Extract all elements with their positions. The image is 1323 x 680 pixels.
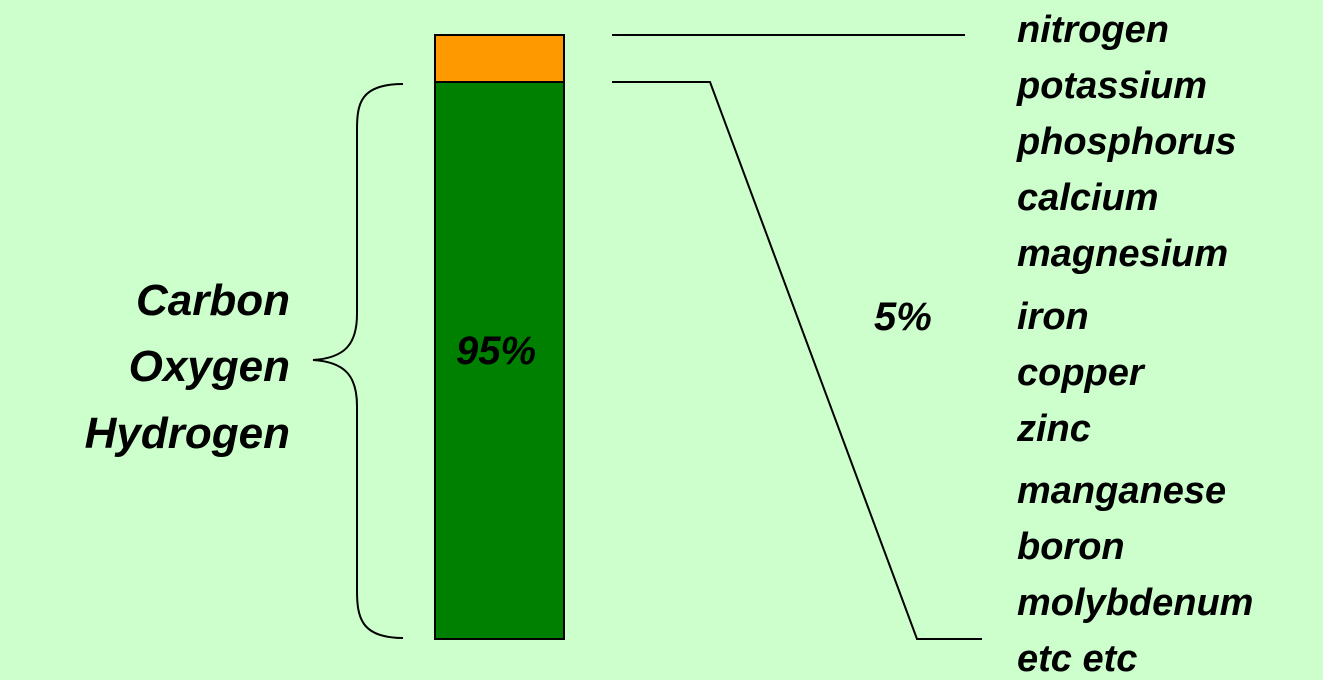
element-label-molybdenum: molybdenum (1017, 582, 1254, 624)
major-percent-label: 95% (456, 329, 537, 373)
minor-expansion-leader-line (612, 81, 982, 640)
minor-elements-segment (434, 34, 565, 83)
element-label-zinc: zinc (1017, 408, 1091, 450)
element-label-potassium: potassium (1017, 65, 1208, 107)
left-curly-brace (312, 83, 404, 639)
element-label-iron: iron (1017, 296, 1089, 338)
minor-percent-label: 5% (874, 295, 932, 339)
element-label-manganese: manganese (1017, 470, 1227, 512)
element-label-boron: boron (1017, 526, 1125, 568)
element-label-copper: copper (1017, 352, 1144, 394)
major-elements-segment (434, 81, 565, 640)
element-label-nitrogen: nitrogen (1017, 9, 1169, 51)
element-label-calcium: calcium (1017, 177, 1159, 219)
element-label-oxygen: Oxygen (128, 342, 290, 391)
element-label-etc: etc etc (1017, 638, 1138, 680)
element-label-carbon: Carbon (136, 276, 290, 325)
element-label-hydrogen: Hydrogen (84, 409, 290, 458)
element-label-magnesium: magnesium (1017, 233, 1229, 275)
element-label-phosphorus: phosphorus (1017, 121, 1237, 163)
